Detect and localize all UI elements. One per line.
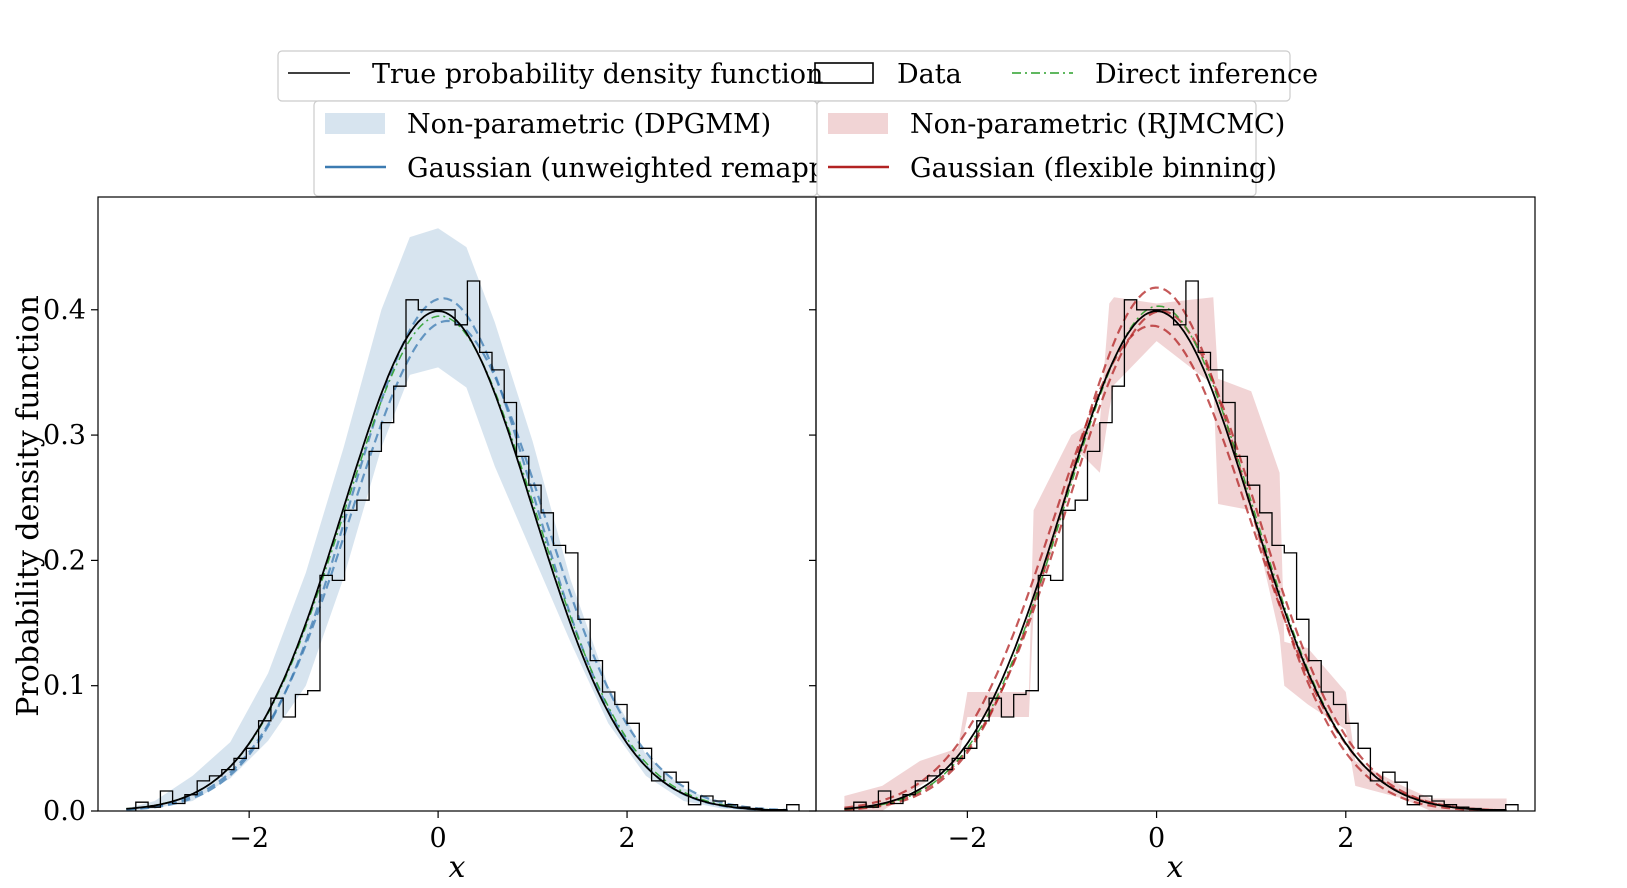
right-band-Non-parametric (RJMCMC) [844,297,1507,811]
x-axis-label-left: x [449,850,466,885]
legend-rjmcmc-label: Non-parametric (RJMCMC) [910,109,1285,140]
left-true-pdf-line [126,310,788,811]
left-ytick-label: 0.4 [43,295,86,326]
right-xtick-label: −2 [947,823,987,854]
legend-data-swatch [814,62,874,84]
legend-dpgmm-swatch [325,113,385,134]
legend-right-frame [816,100,1257,197]
right-gaussian-line-0 [844,286,1507,811]
right-panel: −2 0 2 [809,196,1536,854]
left-gaussian-line-2 [126,315,788,811]
right-xtick-label: 2 [1337,823,1354,854]
legend-rjmcmc-swatch [828,113,888,134]
left-histogram [135,280,800,811]
y-axis-label: Probability density function [11,295,46,717]
legend-data-label: Data [897,59,962,90]
left-gaussian-line-0 [126,297,788,811]
left-ytick-label: 0.3 [43,420,86,451]
legend: True probability density function Data D… [277,50,1318,197]
left-plot-area [126,228,800,811]
legend-direct-inference-label: Direct inference [1095,59,1318,90]
right-gaussian-line-1 [844,309,1507,811]
left-ytick-label: 0.0 [43,796,86,827]
left-band-Non-parametric (DPGMM) [126,228,788,811]
left-ytick-label: 0.2 [43,545,86,576]
left-gaussian-line-1 [126,319,788,811]
x-axis-label-right: x [1167,850,1184,885]
right-xtick-label: 0 [1148,823,1165,854]
left-xtick-label: −2 [229,823,269,854]
legend-dpgmm-label: Non-parametric (DPGMM) [407,109,771,140]
left-xtick-label: 0 [430,823,447,854]
right-plot-area [844,280,1519,811]
legend-unweighted-label: Gaussian (unweighted remapping) [407,153,880,184]
legend-true-pdf-label: True probability density function [372,59,823,90]
right-gaussian-line-3 [844,305,1507,811]
right-histogram [853,280,1519,811]
right-true-pdf-line [844,310,1507,811]
left-panel: −2 0 2 0.0 0.1 0.2 0.3 0.4 [43,196,817,854]
right-axes-frame [815,196,1536,812]
left-ytick-label: 0.1 [43,671,86,702]
left-xtick-label: 2 [618,823,635,854]
right-gaussian-line-2 [844,324,1507,811]
legend-flexible-label: Gaussian (flexible binning) [910,153,1277,184]
